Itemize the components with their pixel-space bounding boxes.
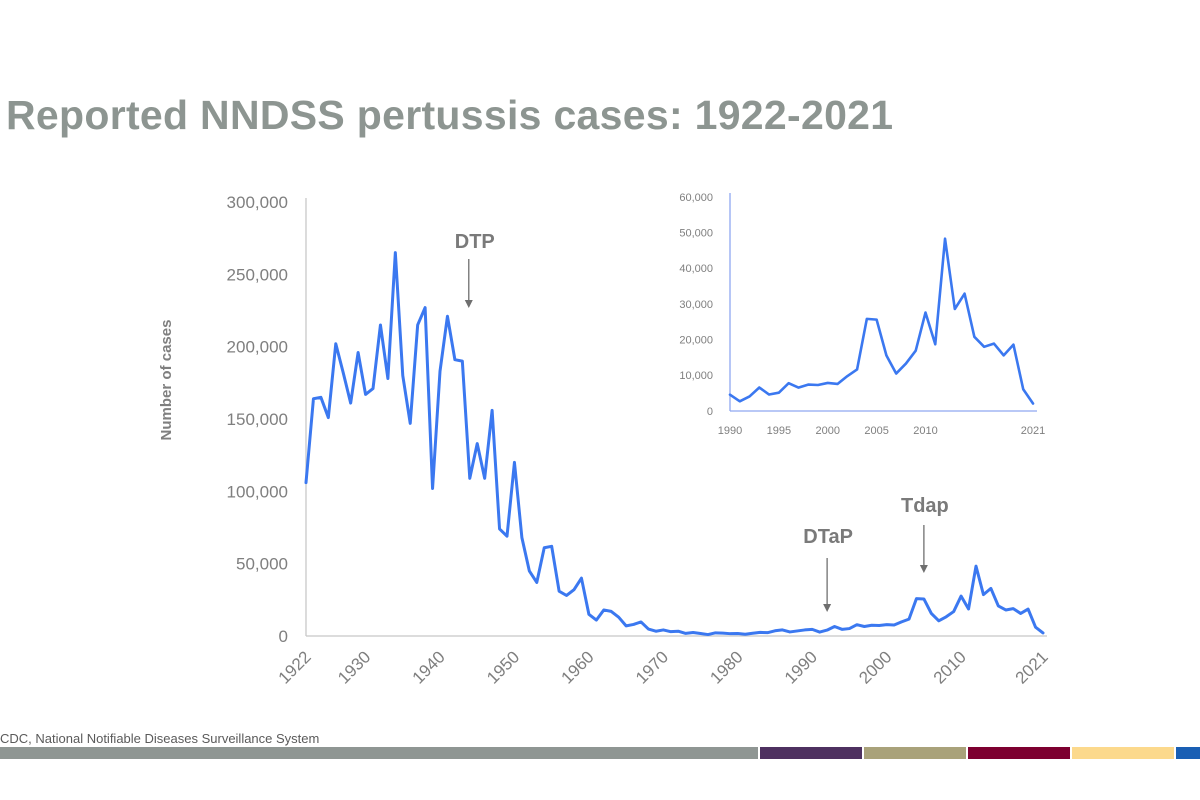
y-tick-label: 100,000 bbox=[227, 482, 288, 501]
strip-segment bbox=[968, 747, 1070, 759]
slide-title: Reported NNDSS pertussis cases: 1922-202… bbox=[6, 92, 894, 138]
y-tick-label: 20,000 bbox=[679, 335, 713, 347]
x-tick-label: 1990 bbox=[781, 647, 821, 687]
x-tick-label: 2000 bbox=[815, 425, 839, 437]
y-tick-label: 0 bbox=[707, 406, 713, 418]
x-tick-label: 1930 bbox=[334, 647, 374, 687]
y-tick-label: 50,000 bbox=[679, 228, 713, 240]
y-tick-label: 60,000 bbox=[679, 192, 713, 204]
y-tick-label: 30,000 bbox=[679, 299, 713, 311]
series-line bbox=[728, 237, 1035, 405]
y-tick-label: 200,000 bbox=[227, 338, 288, 357]
arrow-head-icon bbox=[823, 604, 832, 612]
y-tick-label: 0 bbox=[279, 627, 288, 646]
annotation-label: DTaP bbox=[803, 526, 853, 548]
strip-segment bbox=[1176, 747, 1200, 759]
strip-segment bbox=[760, 747, 862, 759]
x-tick-label: 1980 bbox=[706, 647, 746, 687]
x-tick-label: 2010 bbox=[930, 647, 970, 687]
x-tick-label: 2021 bbox=[1021, 425, 1045, 437]
source-note: CDC, National Notifiable Diseases Survei… bbox=[0, 731, 320, 746]
color-strip bbox=[0, 747, 1200, 759]
strip-segment bbox=[1072, 747, 1174, 759]
x-tick-label: 2021 bbox=[1012, 647, 1052, 687]
annotation-label: Tdap bbox=[901, 495, 949, 517]
y-tick-label: 150,000 bbox=[227, 410, 288, 429]
strip-segment bbox=[864, 747, 966, 759]
y-tick-label: 300,000 bbox=[227, 193, 288, 212]
y-tick-label: 250,000 bbox=[227, 265, 288, 284]
annotation-label: DTP bbox=[455, 231, 495, 253]
x-tick-label: 2005 bbox=[864, 425, 888, 437]
y-tick-label: 10,000 bbox=[679, 370, 713, 382]
series-line bbox=[304, 251, 1045, 637]
strip-segment bbox=[0, 747, 758, 759]
y-tick-label: 50,000 bbox=[236, 555, 288, 574]
y-tick-label: 40,000 bbox=[679, 263, 713, 275]
x-tick-label: 1940 bbox=[409, 647, 449, 687]
arrow-head-icon bbox=[919, 565, 928, 573]
x-tick-label: 1960 bbox=[558, 647, 598, 687]
x-tick-label: 1995 bbox=[767, 425, 791, 437]
x-tick-label: 1970 bbox=[632, 647, 672, 687]
x-tick-label: 2010 bbox=[913, 425, 937, 437]
arrow-head-icon bbox=[464, 300, 473, 308]
x-tick-label: 1950 bbox=[483, 647, 523, 687]
x-tick-label: 1922 bbox=[275, 647, 315, 687]
x-tick-label: 1990 bbox=[718, 425, 742, 437]
y-axis-label: Number of cases bbox=[158, 320, 175, 441]
x-tick-label: 2000 bbox=[855, 647, 895, 687]
